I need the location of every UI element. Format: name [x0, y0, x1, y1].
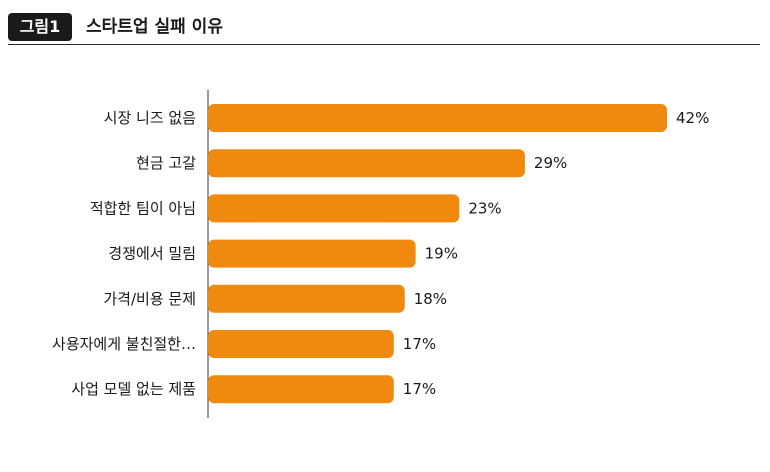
bar-4 — [208, 239, 416, 268]
category-label-1: 시장 니즈 없음 — [104, 109, 196, 127]
figure-title: 스타트업 실패 이유 — [86, 17, 223, 37]
bar-2 — [208, 149, 525, 178]
category-label-5: 가격/비용 문제 — [103, 290, 196, 308]
bar-1 — [208, 104, 667, 132]
category-label-7: 사업 모델 없는 제품 — [71, 380, 196, 398]
figure-number-badge: 그림1 — [8, 13, 72, 41]
data-label-1: 42% — [676, 109, 709, 127]
data-label-5: 18% — [414, 290, 447, 308]
bar-6 — [208, 330, 394, 358]
category-label-2: 현금 고갈 — [136, 154, 196, 172]
header-divider — [8, 44, 760, 45]
data-label-4: 19% — [425, 245, 458, 263]
bar-3 — [208, 194, 460, 223]
data-label-6: 17% — [403, 335, 436, 353]
bar-7 — [208, 375, 394, 404]
category-label-4: 경쟁에서 밀림 — [108, 245, 196, 263]
bars-group: 시장 니즈 없음 42% 현금 고갈 29% 적합한 팀이 아님 23% 경쟁에서 밀림 19… — [52, 104, 709, 404]
figure-header: 그림1 스타트업 실패 이유 — [8, 8, 760, 45]
data-label-3: 23% — [468, 199, 501, 217]
category-label-3: 적합한 팀이 아님 — [90, 199, 196, 217]
bar-5 — [208, 284, 405, 313]
data-label-7: 17% — [403, 380, 436, 398]
category-label-6: 사용자에게 불친절한… — [52, 335, 196, 353]
data-label-2: 29% — [534, 154, 567, 172]
